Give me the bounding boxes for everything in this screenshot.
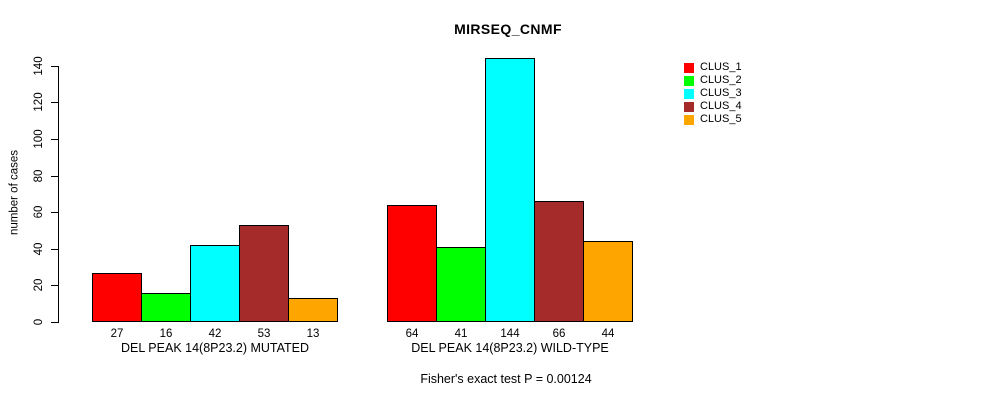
bar-clus-4-wild-type xyxy=(534,201,584,322)
bar-clus-3-wild-type xyxy=(485,58,535,322)
y-tick-label: 100 xyxy=(33,129,45,149)
y-tick xyxy=(51,248,58,250)
y-tick-label: 140 xyxy=(33,56,45,76)
y-tick xyxy=(51,212,58,214)
y-tick xyxy=(51,322,58,323)
bar-value-label: 41 xyxy=(454,328,468,340)
bar-clus-5-wild-type xyxy=(583,241,633,322)
legend-color-swatch xyxy=(684,88,694,99)
bar-value-label: 66 xyxy=(552,328,566,340)
legend-item-label: CLUS_5 xyxy=(700,113,742,125)
y-tick xyxy=(51,175,58,177)
y-tick-label: 20 xyxy=(33,279,45,292)
legend-item: CLUS_5 xyxy=(684,113,742,126)
legend-item: CLUS_1 xyxy=(684,61,742,74)
legend-item-label: CLUS_1 xyxy=(700,61,742,73)
x-category-label: DEL PEAK 14(8P23.2) WILD-TYPE xyxy=(411,341,609,355)
y-tick xyxy=(51,139,58,140)
legend-item: CLUS_3 xyxy=(684,87,742,100)
y-tick-label: 40 xyxy=(33,242,45,256)
bar-value-label: 13 xyxy=(306,328,320,340)
y-tick-label: 120 xyxy=(33,92,45,112)
y-axis-line xyxy=(58,65,59,323)
y-tick-label: 80 xyxy=(33,169,45,182)
fisher-test-caption: Fisher's exact test P = 0.00124 xyxy=(420,372,592,386)
legend: CLUS_1 CLUS_2 CLUS_3 CLUS_4 CLUS_5 xyxy=(684,61,742,126)
bar-value-label: 44 xyxy=(601,328,615,340)
legend-item-label: CLUS_3 xyxy=(700,87,742,99)
x-category-label: DEL PEAK 14(8P23.2) MUTATED xyxy=(120,341,310,355)
bar-value-label: 64 xyxy=(405,328,419,340)
bar-value-label: 16 xyxy=(159,328,173,340)
legend-item-label: CLUS_2 xyxy=(700,74,742,86)
bar-value-label: 27 xyxy=(110,328,124,340)
bar-clus-1-mutated xyxy=(92,273,142,322)
bar-clus-2-mutated xyxy=(141,293,191,322)
bar-value-label: 42 xyxy=(208,328,222,340)
legend-color-swatch xyxy=(684,101,694,112)
bar-clus-2-wild-type xyxy=(436,247,486,322)
bar-clus-1-wild-type xyxy=(387,205,437,322)
legend-color-swatch xyxy=(684,62,694,73)
legend-item: CLUS_4 xyxy=(684,100,742,113)
legend-item: CLUS_2 xyxy=(684,74,742,87)
legend-color-swatch xyxy=(684,114,694,125)
bar-value-label: 53 xyxy=(257,328,271,340)
bar-value-label: 144 xyxy=(500,328,520,340)
y-tick xyxy=(51,285,58,287)
chart-title: MIRSEQ_CNMF xyxy=(454,21,562,37)
legend-color-swatch xyxy=(684,75,694,86)
y-tick xyxy=(51,102,58,104)
bar-clus-4-mutated xyxy=(239,225,289,322)
y-tick xyxy=(51,65,58,67)
legend-item-label: CLUS_4 xyxy=(700,100,742,112)
bar-clus-5-mutated xyxy=(288,298,338,322)
y-tick-label: 60 xyxy=(33,205,45,219)
bar-clus-3-mutated xyxy=(190,245,240,322)
y-tick-label: 0 xyxy=(33,318,45,326)
